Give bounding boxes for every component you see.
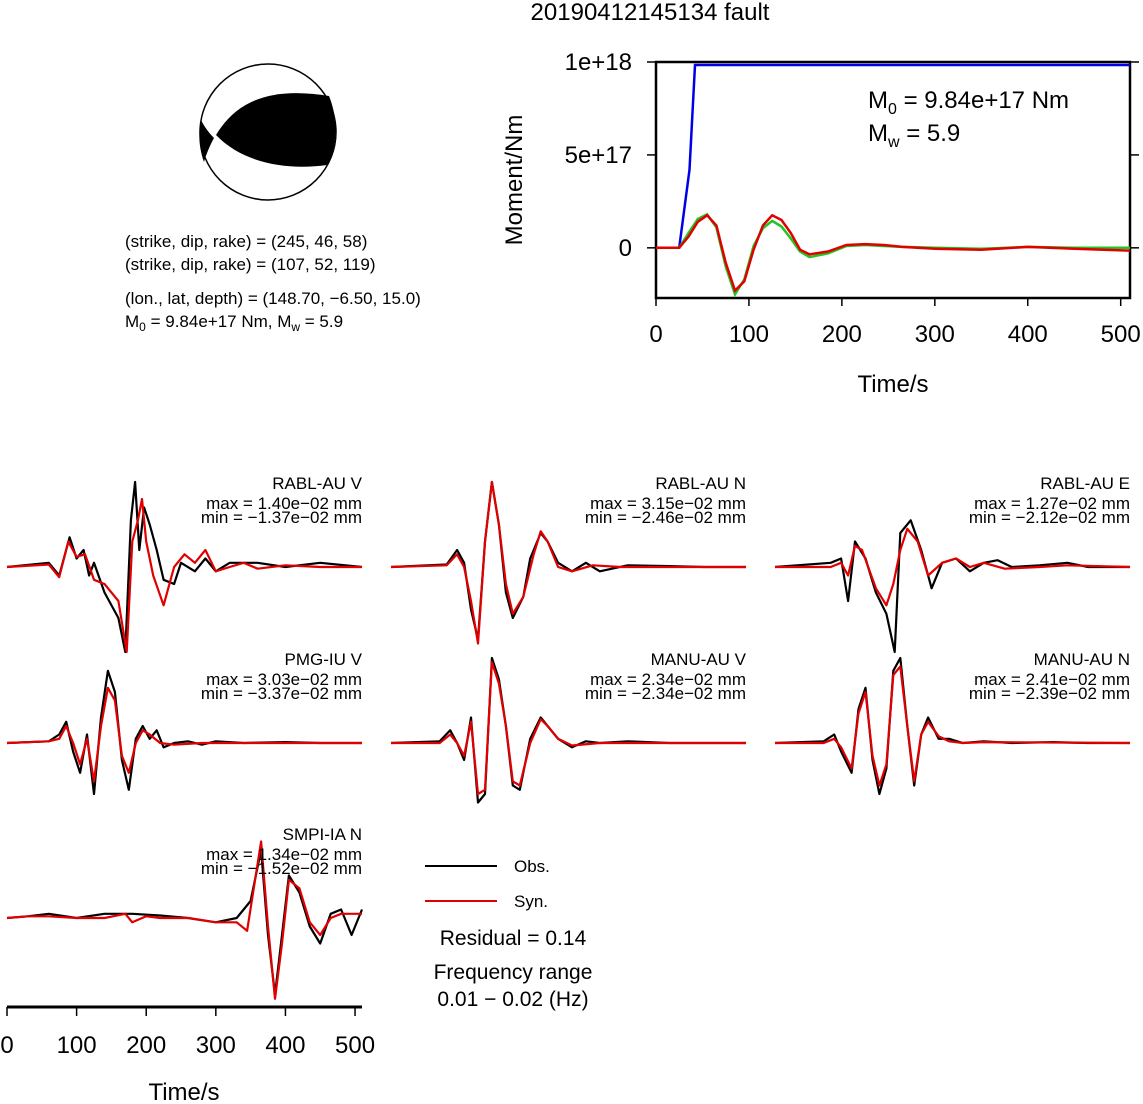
beachball-compressional-lobe bbox=[216, 93, 336, 167]
nodal-plane-2: (strike, dip, rake) = (107, 52, 119) bbox=[125, 255, 376, 274]
frequency-range-value: 0.01 − 0.02 (Hz) bbox=[437, 988, 588, 1011]
moment-chart: 0 100 200 300 400 500 0 5e+17 1e+18 Moment/Nm Ti… bbox=[501, 49, 1141, 398]
moment-xtick-label: 0 bbox=[649, 321, 662, 348]
station-min: min = −2.12e−02 mm bbox=[969, 508, 1130, 527]
waveform-xtick-label: 100 bbox=[57, 1032, 97, 1059]
waveform-syn-trace bbox=[6, 686, 362, 783]
station-max: max = 1.40e−02 mm bbox=[206, 494, 362, 513]
moment-magnitude-line: M0 = 9.84e+17 Nm, Mw = 5.9 bbox=[125, 312, 343, 334]
moment-ytick-label: 5e+17 bbox=[565, 142, 632, 169]
waveform-xtick-label: 0 bbox=[0, 1032, 13, 1059]
moment-annotation-mw: Mw = 5.9 bbox=[868, 120, 960, 151]
waveform-time-axis: 0 100 200 300 400 500 bbox=[0, 1005, 375, 1059]
beachball-small-lobe bbox=[199, 120, 214, 162]
legend-syn-label: Syn. bbox=[514, 892, 548, 911]
waveform-xtick-label: 500 bbox=[335, 1032, 375, 1059]
station-min: min = −2.34e−02 mm bbox=[585, 684, 746, 703]
waveform-syn-trace bbox=[390, 480, 746, 645]
station-min: min = −2.46e−02 mm bbox=[585, 508, 746, 527]
moment-series-red bbox=[656, 213, 1131, 293]
station-name: RABL-AU N bbox=[655, 474, 746, 493]
frequency-range-label: Frequency range bbox=[434, 961, 593, 984]
waveform-syn-trace bbox=[775, 527, 1131, 607]
station-min: min = −3.37e−02 mm bbox=[201, 684, 362, 703]
moment-xtick-label: 100 bbox=[729, 321, 769, 348]
waveform-syn-trace bbox=[6, 840, 362, 1000]
waveform-syn-trace bbox=[391, 661, 746, 796]
moment-xtick-label: 500 bbox=[1101, 321, 1141, 348]
moment-xlabel: Time/s bbox=[857, 371, 928, 398]
legend: Obs. Syn. bbox=[425, 857, 550, 911]
station-max: max = 2.34e−02 mm bbox=[590, 670, 746, 689]
moment-ylabel: Moment/Nm bbox=[501, 115, 528, 246]
waveform-obs-trace bbox=[390, 656, 746, 804]
moment-annotation-m0: M0 = 9.84e+17 Nm bbox=[868, 87, 1069, 118]
figure-title: 20190412145134 fault bbox=[531, 0, 770, 26]
station-name: RABL-AU V bbox=[272, 474, 362, 493]
moment-plot-frame bbox=[654, 60, 1132, 300]
station-max: max = 2.41e−02 mm bbox=[974, 670, 1130, 689]
beachball-icon bbox=[199, 63, 337, 201]
waveform-xtick-label: 300 bbox=[196, 1032, 236, 1059]
waveform-obs-trace bbox=[6, 480, 363, 654]
station-max: max = 1.27e−02 mm bbox=[974, 494, 1130, 513]
moment-ytick-label: 1e+18 bbox=[565, 49, 632, 76]
moment-series-green bbox=[656, 212, 1130, 298]
station-max: max = 1.34e−02 mm bbox=[206, 845, 362, 864]
station-name: MANU-AU V bbox=[651, 650, 747, 669]
waveform-syn-trace bbox=[775, 665, 1131, 787]
station-name: SMPI-IA N bbox=[283, 825, 362, 844]
waveform-xtick-label: 200 bbox=[126, 1032, 166, 1059]
station-max: max = 3.03e−02 mm bbox=[206, 670, 362, 689]
station-min: min = −1.37e−02 mm bbox=[201, 508, 362, 527]
station-name: RABL-AU E bbox=[1040, 474, 1130, 493]
station-name: PMG-IU V bbox=[285, 650, 363, 669]
moment-xtick-label: 200 bbox=[822, 321, 862, 348]
waveform-xlabel: Time/s bbox=[148, 1079, 219, 1104]
hypocenter-location: (lon., lat, depth) = (148.70, −6.50, 15.… bbox=[125, 289, 421, 308]
moment-ytick-label: 0 bbox=[619, 235, 632, 262]
waveform-obs-trace bbox=[774, 519, 1130, 654]
moment-xtick-label: 300 bbox=[915, 321, 955, 348]
station-min: min = −2.39e−02 mm bbox=[969, 684, 1130, 703]
waveform-xtick-label: 400 bbox=[265, 1032, 305, 1059]
legend-obs-label: Obs. bbox=[514, 857, 550, 876]
waveform-syn-trace bbox=[6, 497, 362, 654]
waveform-obs-trace bbox=[6, 669, 362, 796]
station-min: min = −1.52e−02 mm bbox=[201, 859, 362, 878]
station-name: MANU-AU N bbox=[1034, 650, 1130, 669]
station-max: max = 3.15e−02 mm bbox=[590, 494, 746, 513]
nodal-plane-1: (strike, dip, rake) = (245, 46, 58) bbox=[125, 232, 367, 251]
moment-xtick-label: 400 bbox=[1008, 321, 1048, 348]
residual-label: Residual = 0.14 bbox=[440, 927, 587, 950]
